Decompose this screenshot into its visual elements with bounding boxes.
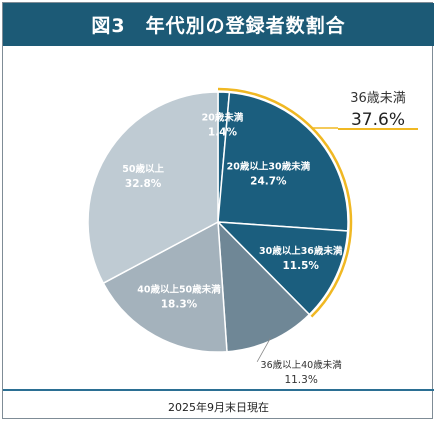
slice-value-label: 11.5% (282, 260, 319, 272)
slice-2 (216, 221, 349, 316)
slice-label: 20歳以上30歳未満 (227, 161, 311, 173)
highlight-value: 37.6% (351, 110, 405, 130)
slice-1 (217, 91, 349, 232)
slice-value-label: 24.7% (250, 176, 287, 188)
highlight-arc (217, 87, 353, 318)
slice-5 (87, 91, 219, 285)
slice-label: 36歳以上40歳未満 (261, 359, 343, 371)
slice-4 (102, 220, 228, 353)
chart-title: 図3 年代別の登録者数割合 (3, 3, 434, 46)
footer-note: 2025年9月末日現在 (168, 401, 269, 414)
slice-label: 30歳以上36歳未満 (259, 245, 343, 257)
slice-value-label: 18.3% (161, 299, 198, 311)
slice-value-label: 32.8% (125, 178, 162, 190)
slice-label: 40歳以上50歳未満 (137, 284, 221, 296)
slice-leader-line (256, 337, 271, 363)
slice-3 (217, 220, 311, 353)
slice-label: 50歳以上 (122, 163, 164, 175)
footer-divider (3, 389, 434, 391)
highlight-label: 36歳未満 (350, 91, 406, 106)
highlight-underline (338, 128, 418, 130)
slice-label: 20歳未満 (202, 112, 244, 124)
slice-value-label: 1.4% (208, 127, 238, 139)
slice-value-label: 11.3% (284, 374, 317, 386)
